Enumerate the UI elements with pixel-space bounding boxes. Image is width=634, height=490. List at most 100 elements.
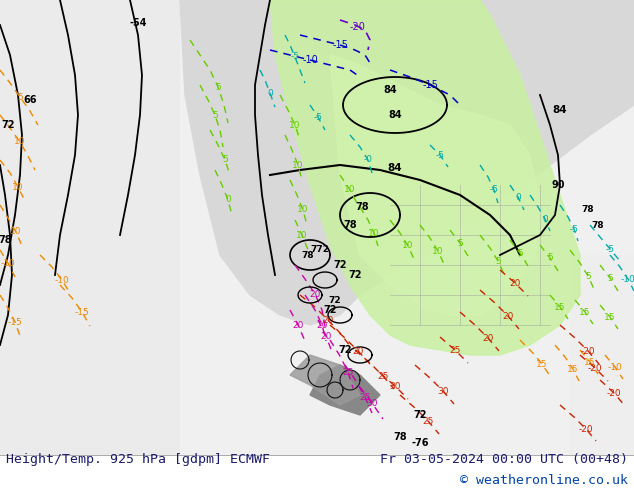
Text: 10: 10 (344, 186, 356, 195)
Text: 78: 78 (0, 235, 12, 245)
Text: 78: 78 (393, 432, 407, 442)
Text: 15: 15 (536, 360, 548, 368)
Text: 30: 30 (366, 398, 378, 408)
Text: © weatheronline.co.uk: © weatheronline.co.uk (460, 474, 628, 487)
Text: -5: -5 (313, 113, 323, 122)
Text: 84: 84 (387, 163, 403, 173)
Text: -15: -15 (75, 308, 89, 317)
Polygon shape (310, 365, 380, 415)
Text: 0: 0 (267, 89, 273, 98)
Text: -15: -15 (422, 80, 438, 90)
Text: -10: -10 (1, 259, 15, 268)
Text: 10: 10 (14, 138, 26, 147)
Text: 25: 25 (342, 368, 354, 376)
Polygon shape (180, 0, 634, 325)
Text: 20: 20 (322, 316, 333, 324)
Bar (0, 0, 180, 455)
Text: 5: 5 (215, 82, 221, 92)
Text: -20: -20 (581, 346, 595, 356)
Text: 10: 10 (292, 161, 304, 170)
Text: -15: -15 (8, 318, 22, 326)
Text: 72: 72 (413, 410, 427, 420)
Text: 5: 5 (517, 248, 523, 258)
Text: 15: 15 (604, 313, 616, 321)
Text: 15: 15 (567, 365, 579, 373)
Text: -10: -10 (621, 274, 634, 284)
Text: 72: 72 (1, 120, 15, 130)
Text: -20: -20 (579, 424, 593, 434)
Text: 84: 84 (553, 105, 567, 115)
Text: -54: -54 (129, 18, 146, 28)
Text: Fr 03-05-2024 00:00 UTC (00+48): Fr 03-05-2024 00:00 UTC (00+48) (380, 453, 628, 466)
Text: 84: 84 (388, 110, 402, 120)
Text: 0: 0 (225, 196, 231, 204)
Text: 0: 0 (542, 215, 548, 223)
Text: -15: -15 (332, 40, 348, 50)
Text: -10: -10 (302, 55, 318, 65)
Text: 10: 10 (10, 227, 22, 237)
Text: 20: 20 (316, 320, 328, 329)
Text: 78: 78 (343, 220, 357, 230)
Text: 10: 10 (296, 230, 307, 240)
Text: 10: 10 (402, 242, 414, 250)
Text: 72: 72 (323, 305, 337, 315)
Text: 20: 20 (502, 312, 514, 320)
Text: 20: 20 (509, 278, 521, 288)
Text: 78: 78 (355, 202, 369, 212)
Text: 5: 5 (457, 239, 463, 247)
Text: 5: 5 (222, 155, 228, 165)
Text: -0: -0 (363, 155, 373, 165)
Text: 20: 20 (482, 334, 494, 343)
Text: -20: -20 (588, 364, 602, 372)
Text: 15: 15 (579, 308, 591, 317)
Text: -5: -5 (569, 224, 578, 234)
Text: -20: -20 (607, 389, 621, 397)
Text: 5: 5 (585, 271, 591, 280)
Text: 25: 25 (422, 416, 434, 425)
Text: 10: 10 (12, 182, 23, 192)
Text: 15: 15 (585, 358, 596, 367)
Text: 66: 66 (23, 95, 37, 105)
Text: 772: 772 (311, 245, 330, 254)
Text: 10: 10 (289, 121, 301, 129)
Text: 78: 78 (581, 205, 594, 215)
Text: -5: -5 (489, 186, 498, 195)
Polygon shape (330, 55, 540, 315)
Text: -5: -5 (605, 245, 614, 253)
Text: 72: 72 (328, 295, 341, 304)
Polygon shape (270, 0, 580, 355)
Text: 25: 25 (450, 345, 461, 354)
Text: -5: -5 (290, 52, 299, 62)
Text: 20: 20 (292, 320, 304, 329)
Text: 78: 78 (592, 220, 604, 229)
Text: 10: 10 (368, 228, 380, 238)
Text: -76: -76 (411, 438, 429, 448)
Text: 10: 10 (297, 205, 309, 215)
Text: 10: 10 (432, 246, 444, 255)
Text: 5: 5 (495, 256, 501, 266)
Text: Height/Temp. 925 hPa [gdpm] ECMWF: Height/Temp. 925 hPa [gdpm] ECMWF (6, 453, 270, 466)
Text: 25: 25 (359, 392, 371, 401)
Text: -20: -20 (349, 22, 365, 32)
Text: 90: 90 (551, 180, 565, 190)
Text: 20: 20 (309, 290, 321, 298)
Text: 5: 5 (17, 93, 23, 101)
Text: -10: -10 (607, 363, 623, 371)
Text: -10: -10 (55, 275, 69, 285)
Text: 5: 5 (547, 253, 553, 263)
Text: 5: 5 (212, 111, 218, 120)
Text: 30: 30 (389, 382, 401, 391)
Text: 72: 72 (333, 260, 347, 270)
Text: 84: 84 (383, 85, 397, 95)
Polygon shape (290, 355, 360, 405)
Text: 72: 72 (339, 345, 352, 355)
Text: -5: -5 (436, 150, 444, 160)
Text: 78: 78 (302, 250, 314, 260)
Text: 30: 30 (437, 387, 449, 395)
Text: 20: 20 (353, 346, 364, 356)
Text: 5: 5 (607, 273, 613, 283)
Text: 0: 0 (515, 193, 521, 201)
Text: 72: 72 (348, 270, 362, 280)
Text: 15: 15 (554, 302, 566, 312)
Text: 25: 25 (377, 371, 389, 381)
